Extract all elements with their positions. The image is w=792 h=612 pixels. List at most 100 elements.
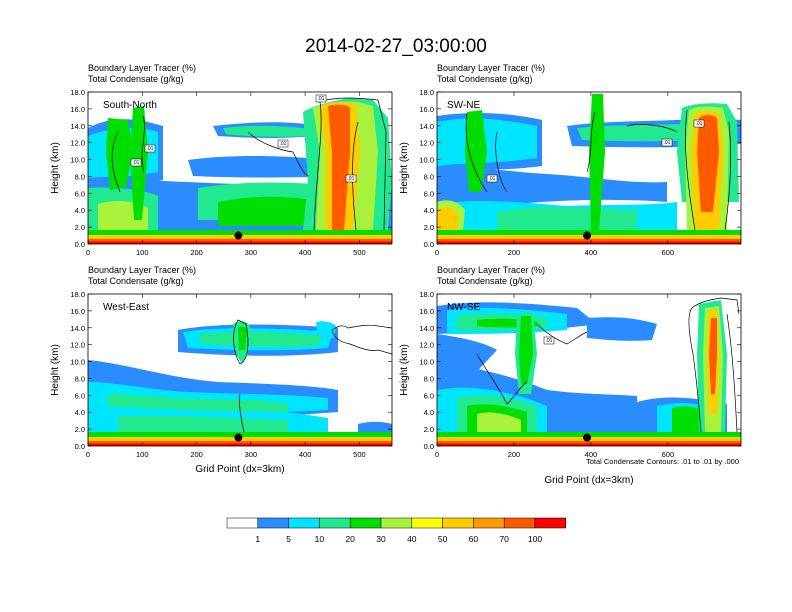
- colorbar-cell: [442, 517, 474, 529]
- contour-label-box: [661, 138, 673, 147]
- y-tick-label: 18.0: [70, 88, 85, 97]
- tracer-band: [88, 443, 392, 446]
- condensate-contour: [688, 307, 702, 433]
- colorbar-cell: [380, 517, 413, 529]
- y-tick-label: 4.0: [424, 408, 434, 417]
- panel2-header-condensate: Total Condensate (g/kg): [437, 74, 533, 84]
- colorbar-label: 100: [528, 534, 542, 544]
- tracer-region: [238, 326, 247, 350]
- panel2-ylabel: Height (km): [399, 142, 410, 194]
- panel1-header-tracer: Boundary Layer Tracer (%): [88, 63, 196, 73]
- y-tick-label: 14.0: [70, 324, 85, 333]
- panel1-plot-area: .01 .01 .01 .01 .01: [88, 94, 392, 244]
- y-tick-label: 12.0: [419, 341, 434, 350]
- colorbar-label: 30: [376, 534, 386, 544]
- contour-label: .01: [348, 176, 355, 182]
- y-tick-label: 2.0: [75, 223, 85, 232]
- panel4-location-marker: [583, 433, 592, 442]
- x-tick-label: 500: [353, 248, 366, 257]
- panel3-label: West-East: [103, 302, 149, 313]
- x-tick-label: 400: [585, 450, 598, 459]
- contour-label: .01: [280, 141, 287, 147]
- panel1-ylabel: Height (km): [50, 142, 61, 194]
- tracer-region: [709, 318, 717, 394]
- tracer-region: [497, 207, 637, 230]
- x-tick-label: 600: [662, 248, 675, 257]
- x-tick-label: 300: [245, 248, 258, 257]
- y-tick-label: 0.0: [424, 442, 434, 451]
- x-tick-label: 400: [299, 450, 312, 459]
- y-tick-label: 16.0: [70, 105, 85, 114]
- panel3-header-tracer: Boundary Layer Tracer (%): [88, 265, 196, 275]
- x-tick-label: 600: [662, 450, 675, 459]
- x-tick-label: 0: [86, 248, 90, 257]
- y-tick-label: 16.0: [419, 307, 434, 316]
- tracer-region: [587, 317, 657, 341]
- y-tick-label: 2.0: [75, 425, 85, 434]
- tracer-region: [328, 104, 350, 230]
- x-tick-label: 200: [190, 450, 203, 459]
- panel-sw-ne: Boundary Layer Tracer (%) Total Condensa…: [399, 63, 742, 257]
- y-tick-label: 6.0: [75, 189, 85, 198]
- condensate-contour: [586, 111, 596, 173]
- y-tick-label: 0.0: [424, 240, 434, 249]
- panel-west-east: Boundary Layer Tracer (%) Total Condensa…: [50, 265, 393, 475]
- contour-label-box: [486, 174, 498, 183]
- y-tick-label: 2.0: [424, 223, 434, 232]
- panel4-frame: [436, 293, 742, 447]
- y-tick-label: 16.0: [419, 105, 434, 114]
- tracer-region: [477, 412, 521, 432]
- tracer-band: [88, 241, 392, 244]
- condensate-contour: [313, 101, 322, 231]
- colorbar-label: 1: [255, 534, 260, 544]
- condensate-contour: [726, 313, 738, 433]
- tracer-region: [198, 331, 323, 347]
- y-tick-label: 8.0: [424, 172, 434, 181]
- tracer-region: [106, 118, 133, 190]
- condensate-contour: [233, 319, 249, 365]
- y-tick-label: 14.0: [419, 324, 434, 333]
- panel4-xlabel: Grid Point (dx=3km): [544, 475, 633, 486]
- x-tick-label: 200: [508, 450, 521, 459]
- panel4-header-condensate: Total Condensate (g/kg): [437, 276, 533, 286]
- tracer-region: [118, 415, 288, 432]
- y-tick-label: 0.0: [75, 240, 85, 249]
- colorbar-label: 70: [499, 534, 509, 544]
- panel3-location-marker: [234, 433, 243, 442]
- y-tick-label: 10.0: [419, 358, 434, 367]
- colorbar-cell: [349, 517, 382, 529]
- condensate-contour: [111, 131, 121, 193]
- x-tick-label: 0: [86, 450, 90, 459]
- y-tick-label: 0.0: [75, 442, 85, 451]
- colorbar-label: 50: [438, 534, 448, 544]
- tracer-region: [437, 207, 459, 230]
- x-tick-label: 500: [353, 450, 366, 459]
- y-tick-label: 14.0: [419, 122, 434, 131]
- contour-label-box: [144, 144, 156, 153]
- panel2-label: SW-NE: [447, 100, 480, 111]
- condensate-contour: [141, 115, 145, 173]
- contour-label-box: [693, 119, 705, 128]
- contour-label: .01: [147, 146, 154, 152]
- y-tick-label: 4.0: [424, 206, 434, 215]
- condensate-contour: [691, 297, 740, 315]
- condensate-contour: [724, 121, 731, 231]
- condensate-contour: [476, 353, 528, 405]
- y-tick-label: 6.0: [424, 189, 434, 198]
- contour-label: .01: [489, 176, 496, 182]
- panel2-frame: [436, 91, 742, 245]
- y-tick-label: 10.0: [70, 358, 85, 367]
- x-tick-label: 200: [190, 248, 203, 257]
- panel4-label: NW-SE: [447, 302, 480, 313]
- colorbar-label: 20: [345, 534, 355, 544]
- x-tick-label: 400: [299, 248, 312, 257]
- contour-label-box: [345, 174, 357, 183]
- panel1-location-marker: [234, 231, 243, 240]
- condensate-contour: [536, 323, 588, 345]
- y-tick-label: 12.0: [419, 139, 434, 148]
- contour-label: .01: [664, 140, 671, 146]
- panel4-plot-area: .01: [437, 297, 741, 446]
- condensate-contour: [626, 124, 678, 133]
- y-tick-label: 4.0: [75, 206, 85, 215]
